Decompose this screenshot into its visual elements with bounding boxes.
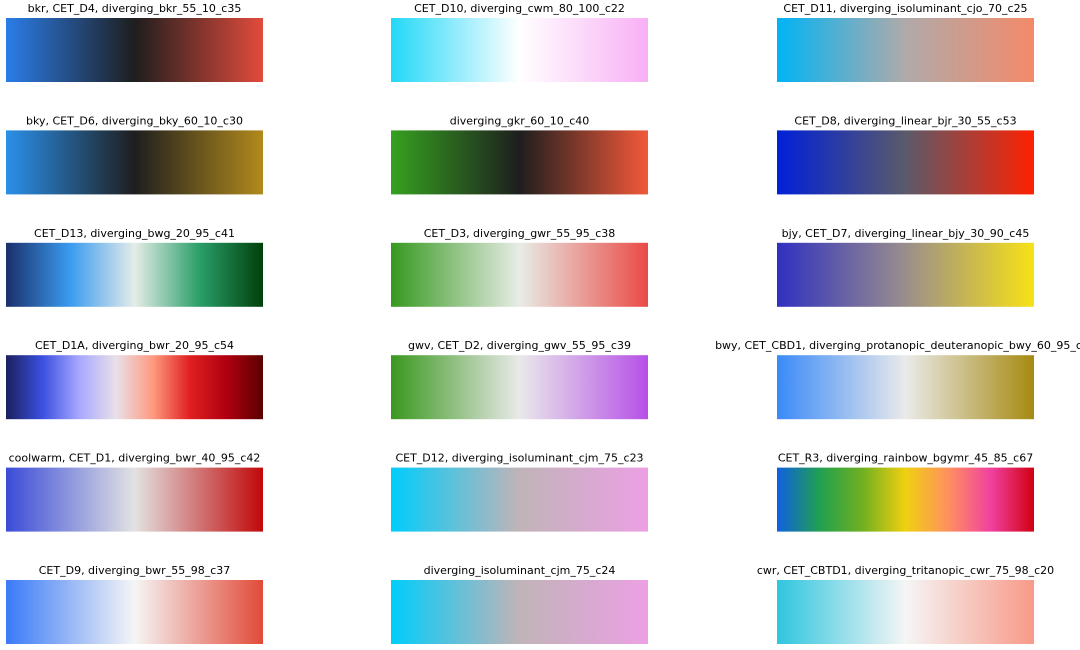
colormap-swatch xyxy=(6,130,263,195)
swatch-title: CET_D9, diverging_bwr_55_98_c37 xyxy=(39,564,231,577)
colormap-swatch xyxy=(391,467,648,532)
colormap-swatch xyxy=(777,467,1034,532)
swatch-title: CET_D3, diverging_gwr_55_95_c38 xyxy=(424,227,616,240)
colormap-swatch xyxy=(777,580,1034,644)
colormap-swatch xyxy=(777,242,1034,307)
colormap-swatch xyxy=(777,18,1034,82)
colormap-swatch xyxy=(391,242,648,307)
swatch-title: bky, CET_D6, diverging_bky_60_10_c30 xyxy=(26,114,243,127)
colormap-swatch xyxy=(6,467,263,532)
swatch-title: bwy, CET_CBD1, diverging_protanopic_deut… xyxy=(715,339,1080,352)
swatch-title: diverging_gkr_60_10_c40 xyxy=(450,114,590,127)
colormap-swatch xyxy=(6,18,263,82)
colormap-swatch xyxy=(777,355,1034,420)
colormap-swatch xyxy=(6,242,263,307)
colormap-swatch xyxy=(391,18,648,82)
swatch-title: CET_R3, diverging_rainbow_bgymr_45_85_c6… xyxy=(778,452,1033,465)
colormap-swatch xyxy=(391,580,648,644)
swatch-title: bkr, CET_D4, diverging_bkr_55_10_c35 xyxy=(28,2,242,15)
colormap-swatch xyxy=(391,130,648,195)
swatch-title: CET_D10, diverging_cwm_80_100_c22 xyxy=(414,2,625,15)
swatch-title: cwr, CET_CBTD1, diverging_tritanopic_cwr… xyxy=(757,564,1054,577)
swatch-title: CET_D1A, diverging_bwr_20_95_c54 xyxy=(35,339,234,352)
swatch-title: diverging_isoluminant_cjm_75_c24 xyxy=(424,564,616,577)
swatch-title: CET_D12, diverging_isoluminant_cjm_75_c2… xyxy=(395,452,643,465)
colormap-swatch xyxy=(6,580,263,644)
swatch-title: CET_D8, diverging_linear_bjr_30_55_c53 xyxy=(794,114,1016,127)
swatch-title: CET_D11, diverging_isoluminant_cjo_70_c2… xyxy=(783,2,1027,15)
swatch-title: bjy, CET_D7, diverging_linear_bjy_30_90_… xyxy=(782,227,1030,240)
swatch-title: CET_D13, diverging_bwg_20_95_c41 xyxy=(34,227,235,240)
swatch-title: gwv, CET_D2, diverging_gwv_55_95_c39 xyxy=(408,339,631,352)
swatch-title: coolwarm, CET_D1, diverging_bwr_40_95_c4… xyxy=(9,452,261,465)
colormap-swatch xyxy=(6,355,263,420)
colormap-swatch xyxy=(777,130,1034,195)
colormap-swatch xyxy=(391,355,648,420)
